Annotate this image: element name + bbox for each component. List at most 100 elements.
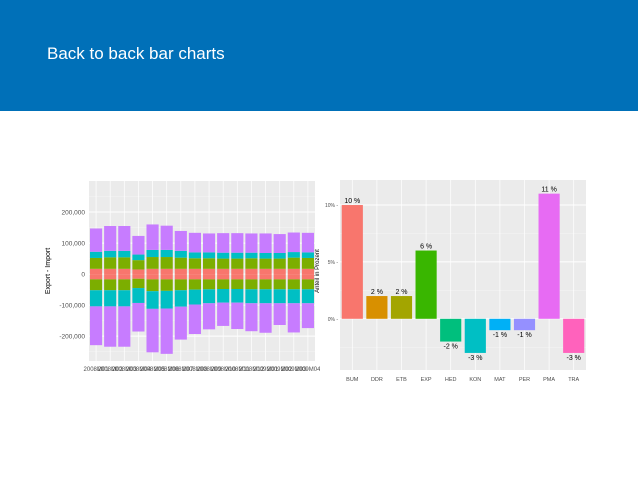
chart1-x-tick-label: 2009M03 bbox=[281, 367, 307, 373]
chart2-data-label: 2 % bbox=[371, 289, 383, 296]
chart1-bar-segment bbox=[202, 279, 216, 290]
chart1-bar-segment bbox=[132, 302, 145, 332]
chart1-bar-segment bbox=[245, 289, 258, 304]
chart1-bar-segment bbox=[217, 279, 230, 289]
chart1-bar-segment bbox=[89, 268, 103, 275]
chart1-x-tick-label: 2008M09 bbox=[197, 367, 223, 373]
chart1-bar-segment bbox=[217, 233, 230, 253]
chart1-bar-segment bbox=[273, 303, 286, 325]
chart1-bar-segment bbox=[231, 302, 244, 330]
chart2-bar bbox=[415, 250, 437, 319]
chart1-y-tick-label: 0 bbox=[81, 272, 85, 279]
chart1-bar-segment bbox=[89, 251, 103, 258]
chart1-bar-segment bbox=[245, 268, 258, 275]
chart1-bar-segment bbox=[259, 289, 272, 304]
chart1-bar-segment bbox=[174, 274, 187, 280]
chart1-bar-segment bbox=[188, 268, 202, 275]
chart1-x-tick-label: 2009M04 bbox=[295, 367, 320, 373]
chart1-bar-segment bbox=[89, 279, 103, 291]
chart1-bar-segment bbox=[132, 274, 145, 279]
chart1-bar-segment bbox=[104, 250, 117, 258]
chart1-bar-segment bbox=[301, 257, 315, 269]
chart1-bar-segment bbox=[118, 268, 131, 275]
chart1-bar-segment bbox=[146, 249, 159, 258]
chart2-x-tick-label: DDR bbox=[371, 377, 383, 383]
chart2-bar bbox=[366, 296, 388, 319]
chart1-bar-segment bbox=[160, 225, 173, 250]
chart1-x-tick-label: 2008M10 bbox=[211, 367, 237, 373]
chart1-bar-segment bbox=[146, 279, 159, 292]
chart1-bar-segment bbox=[287, 252, 300, 258]
chart1-bar-segment bbox=[118, 226, 131, 251]
chart2-data-label: -1 % bbox=[493, 332, 507, 339]
chart1-bar-segment bbox=[259, 279, 272, 290]
chart1-bar-segment bbox=[217, 258, 230, 269]
chart1-bar-segment bbox=[231, 258, 244, 269]
chart1-bar-segment bbox=[245, 258, 258, 269]
chart2-x-tick-label: PMA bbox=[543, 377, 555, 383]
chart1-bar-segment bbox=[146, 257, 159, 269]
chart1-x-tick-label: 2008M05 bbox=[140, 367, 166, 373]
chart1-bar-segment bbox=[160, 249, 173, 258]
chart1-bar-segment bbox=[132, 269, 145, 275]
chart1-x-tick-label: 2008M03 bbox=[112, 367, 138, 373]
chart1-bar-segment bbox=[132, 260, 145, 270]
chart1-bar-segment bbox=[245, 279, 258, 290]
chart1-bar-segment bbox=[202, 268, 216, 275]
chart1-x-tick-label: 2008M04 bbox=[126, 367, 152, 373]
chart1-bar-segment bbox=[188, 258, 202, 269]
chart1-bar-segment bbox=[287, 268, 300, 275]
chart1-bar-segment bbox=[118, 279, 131, 291]
chart1-bar-segment bbox=[259, 268, 272, 275]
chart1-bar-segment bbox=[132, 235, 145, 255]
chart1-bar-segment bbox=[231, 268, 244, 275]
chart1-bar-segment bbox=[104, 306, 117, 347]
chart2-x-tick-label: HED bbox=[445, 377, 457, 383]
chart1-bar-segment bbox=[287, 257, 300, 269]
chart1-bar-segment bbox=[301, 274, 315, 280]
chart1-bar-segment bbox=[104, 226, 117, 251]
chart1-bar-segment bbox=[132, 254, 145, 261]
chart1-bar-segment bbox=[273, 279, 286, 290]
chart1-bar-segment bbox=[202, 289, 216, 304]
chart1-bar-segment bbox=[188, 274, 202, 280]
chart1-y-tick-label: -100,000 bbox=[59, 303, 85, 310]
chart1-bar-segment bbox=[287, 303, 300, 333]
chart1-bar-segment bbox=[174, 230, 187, 251]
chart1-bar-segment bbox=[259, 233, 272, 253]
chart1-bar-segment bbox=[146, 308, 159, 353]
chart1-bar-segment bbox=[160, 274, 173, 280]
chart2-bar bbox=[341, 205, 363, 319]
chart1-bar-segment bbox=[188, 252, 202, 259]
chart1-x-tick-label: 2008M02 bbox=[98, 367, 124, 373]
chart2-x-tick-label: KON bbox=[469, 377, 481, 383]
chart1-bar-segment bbox=[287, 279, 300, 290]
chart1-bar-segment bbox=[104, 279, 117, 291]
chart1-bar-segment bbox=[146, 291, 159, 309]
percentage-bar-chart: 10 % 2 % 2 % 6 % -2 % -3 % -1 % -1 % 11 % -3 % 10… bbox=[315, 180, 586, 383]
chart2-x-tick-label: MAT bbox=[494, 377, 506, 383]
chart1-bar-segment bbox=[202, 303, 216, 330]
chart1-bar-segment bbox=[245, 274, 258, 280]
chart2-data-label: -2 % bbox=[443, 344, 457, 351]
chart1-bar-segment bbox=[160, 308, 173, 354]
chart1-bar-segment bbox=[301, 303, 315, 329]
chart1-bar-segment bbox=[89, 257, 103, 269]
chart1-y-tick-label: 200,000 bbox=[62, 210, 86, 217]
chart1-bar-segment bbox=[160, 257, 173, 269]
chart1-bar-segment bbox=[89, 228, 103, 252]
chart1-x-tick-label: 2008M06 bbox=[154, 367, 180, 373]
chart1-x-tick-label: 2009M02 bbox=[267, 367, 293, 373]
chart2-bar bbox=[563, 318, 585, 353]
chart1-bar-segment bbox=[231, 279, 244, 289]
chart1-bar-segment bbox=[217, 268, 230, 275]
chart1-bar-segment bbox=[118, 250, 131, 258]
chart1-bar-segment bbox=[104, 268, 117, 275]
chart1-bar-segment bbox=[273, 274, 286, 280]
chart2-y-tick-label: 0% - bbox=[328, 317, 339, 323]
chart2-x-tick-label: BUM bbox=[346, 377, 359, 383]
chart1-bar-segment bbox=[273, 253, 286, 259]
chart1-x-tick-label: 2008M12 bbox=[239, 367, 265, 373]
chart1-bar-segment bbox=[89, 290, 103, 307]
chart1-bar-segment bbox=[245, 303, 258, 332]
